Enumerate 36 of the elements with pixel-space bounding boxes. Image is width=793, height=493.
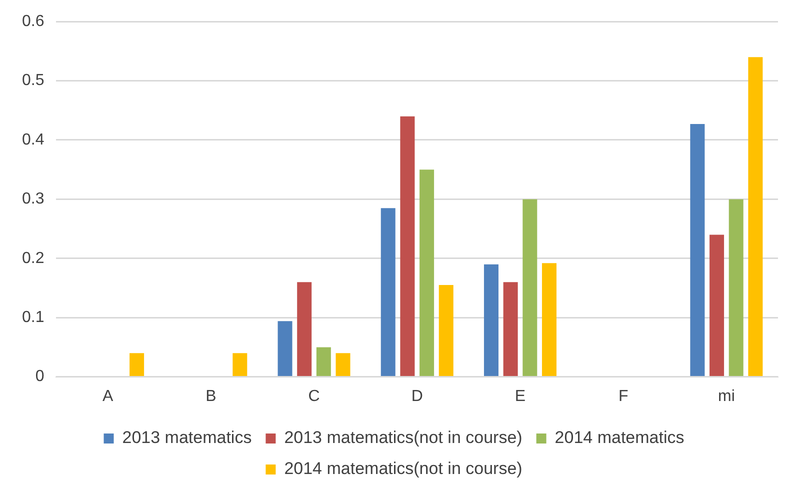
legend-label: 2014 matematics: [554, 428, 684, 448]
bar: [278, 321, 292, 376]
y-tick-label: 0.2: [22, 250, 44, 267]
bar: [232, 353, 248, 376]
bar: [336, 353, 350, 376]
y-tick-label: 0.3: [22, 190, 44, 208]
x-tick-label: E: [514, 388, 526, 405]
bar: [420, 170, 434, 376]
y-tick-label: 0.5: [22, 72, 44, 90]
bar: [316, 347, 331, 376]
bar: [690, 124, 705, 376]
y-tick-label: 0: [35, 368, 44, 386]
x-tick-label: D: [411, 388, 423, 405]
y-tick-label: 0.4: [22, 131, 44, 148]
x-tick-label: F: [618, 388, 628, 405]
bar: [380, 208, 396, 376]
x-tick-label: C: [308, 388, 320, 405]
bar: [728, 199, 744, 376]
bar: [748, 57, 763, 376]
legend-label: 2013 matematics(not in course): [284, 428, 522, 448]
bar: [400, 116, 415, 376]
y-tick-label: 0.1: [22, 309, 44, 326]
legend-label: 2013 matematics: [122, 428, 252, 448]
bar: [542, 263, 556, 376]
x-tick-label: mi: [718, 388, 735, 405]
bar: [710, 234, 724, 376]
x-tick-label: A: [102, 388, 114, 405]
y-tick-label: 0.6: [22, 13, 44, 30]
bar: [503, 282, 518, 376]
bar: [130, 353, 144, 376]
bar: [438, 285, 454, 376]
bar: [297, 282, 312, 376]
x-tick-label: B: [206, 388, 216, 405]
bar: [484, 264, 498, 376]
legend-label: 2014 matematics(not in course): [284, 459, 522, 478]
bar: [522, 199, 538, 376]
